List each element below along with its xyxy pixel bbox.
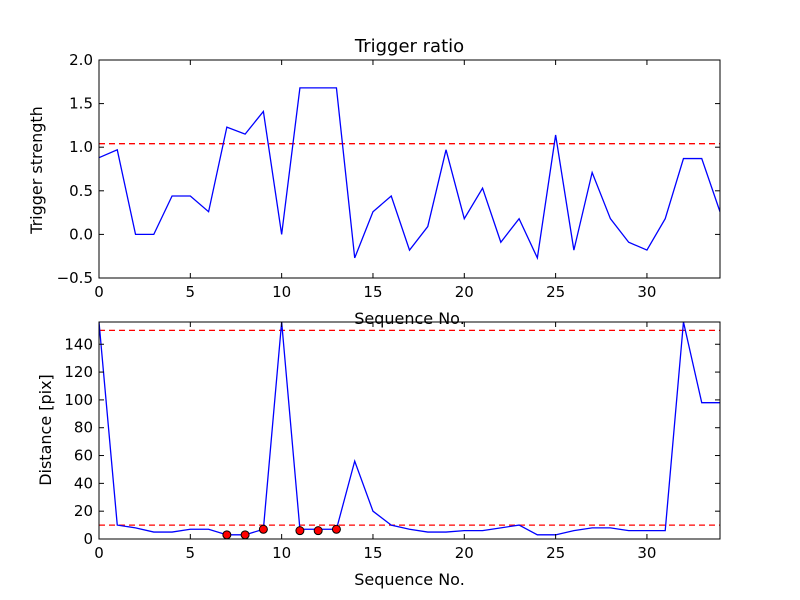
series-line: [99, 322, 720, 536]
y-tick-label: 0.5: [69, 182, 93, 200]
y-tick-label: 100: [64, 391, 93, 409]
y-tick-label: 1.5: [69, 95, 93, 113]
y-tick-label: 0.0: [69, 225, 93, 243]
y-tick-label: 1.0: [69, 138, 93, 156]
x-tick-label: 15: [363, 544, 382, 562]
x-axis-label: Sequence No.: [354, 309, 465, 328]
axes-frame: [98, 321, 721, 540]
data-point-marker: [222, 530, 232, 540]
x-tick-label: 30: [637, 544, 656, 562]
x-tick-label: 30: [637, 283, 656, 301]
data-point-marker: [331, 524, 341, 534]
y-tick-label: 120: [64, 363, 93, 381]
x-tick-label: 10: [272, 283, 291, 301]
plot-area: [99, 322, 720, 536]
x-axis-label: Sequence No.: [354, 570, 465, 589]
x-tick-label: 5: [186, 283, 196, 301]
y-tick-label: 40: [74, 474, 93, 492]
y-tick-label: 60: [74, 447, 93, 465]
y-axis-label: Distance [pix]: [36, 374, 55, 486]
x-tick-label: 25: [546, 544, 565, 562]
x-tick-label: 20: [455, 544, 474, 562]
axes-frame: [98, 59, 721, 279]
x-tick-label: 15: [363, 283, 382, 301]
x-tick-label: 10: [272, 544, 291, 562]
data-point-marker: [295, 526, 305, 536]
data-point-marker: [313, 526, 323, 536]
y-tick-label: 2.0: [69, 51, 93, 69]
y-tick-label: −0.5: [57, 269, 93, 287]
y-tick-label: 20: [74, 502, 93, 520]
x-tick-label: 25: [546, 283, 565, 301]
x-tick-label: 5: [186, 544, 196, 562]
distance-chart: Sequence No. Distance [pix] 0 5 10 15 20 25 30…: [36, 321, 721, 589]
y-tick-label: 0: [83, 530, 93, 548]
x-tick-label: 20: [455, 283, 474, 301]
plot-area: [99, 87, 720, 261]
trigger-ratio-chart: Trigger ratio Sequence No. Trigger stren…: [27, 36, 721, 328]
data-point-marker: [240, 530, 250, 540]
chart-title: Trigger ratio: [354, 36, 464, 57]
y-tick-label: 80: [74, 419, 93, 437]
data-point-marker: [258, 524, 268, 534]
x-tick-label: 0: [94, 544, 104, 562]
y-axis-label: Trigger strength: [27, 106, 46, 235]
x-tick-label: 0: [94, 283, 104, 301]
series-line: [99, 87, 720, 261]
y-tick-label: 140: [64, 335, 93, 353]
